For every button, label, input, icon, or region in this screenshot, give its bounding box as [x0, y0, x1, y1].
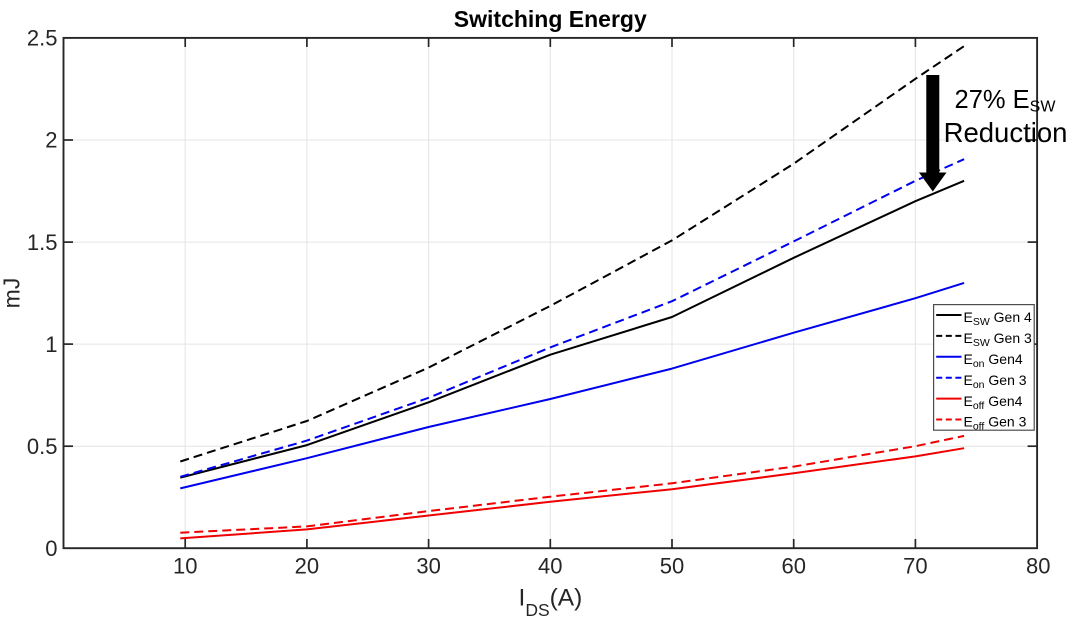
svg-text:1.5: 1.5 — [27, 230, 58, 255]
svg-text:60: 60 — [781, 554, 805, 579]
svg-text:50: 50 — [660, 554, 684, 579]
svg-text:30: 30 — [416, 554, 440, 579]
svg-text:Eoff Gen4: Eoff Gen4 — [964, 393, 1023, 412]
svg-text:0.5: 0.5 — [27, 434, 58, 459]
svg-text:2: 2 — [45, 128, 57, 153]
svg-text:2.5: 2.5 — [27, 26, 58, 51]
svg-text:Reduction: Reduction — [944, 117, 1068, 148]
svg-text:20: 20 — [295, 554, 319, 579]
svg-text:10: 10 — [173, 554, 197, 579]
svg-text:80: 80 — [1026, 554, 1050, 579]
svg-text:70: 70 — [903, 554, 927, 579]
svg-text:40: 40 — [538, 554, 562, 579]
svg-text:0: 0 — [45, 536, 57, 561]
svg-text:Switching Energy: Switching Energy — [454, 6, 647, 32]
svg-text:1: 1 — [45, 332, 57, 357]
svg-text:mJ: mJ — [0, 278, 25, 309]
